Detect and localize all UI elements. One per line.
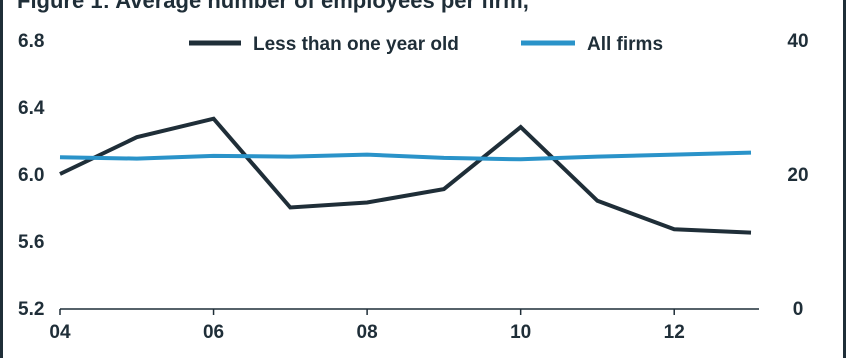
right-axis-tick-label: 40 — [787, 31, 808, 52]
left-axis-tick-label: 5.2 — [18, 299, 44, 320]
left-axis-tick-label: 6.4 — [18, 98, 45, 119]
x-tick-label: 06 — [203, 322, 224, 343]
right-axis-tick-label: 20 — [787, 165, 808, 186]
left-axis-tick-label: 6.0 — [18, 165, 44, 186]
x-tick-label: 04 — [49, 322, 71, 343]
chart-title: Figure 1: Average number of employees pe… — [17, 0, 529, 13]
x-tick-label: 12 — [664, 322, 685, 343]
left-axis-tick-label: 6.8 — [18, 31, 44, 52]
series-line-all-firms — [59, 150, 752, 162]
legend-label: All firms — [587, 34, 663, 55]
legend-label: Less than one year old — [253, 34, 459, 55]
left-axis-tick-label: 5.6 — [18, 232, 44, 253]
series-line-less-than-one-year-old — [59, 116, 752, 235]
x-tick-label: 10 — [510, 322, 531, 343]
line-chart: Figure 1: Average number of employees pe… — [17, 0, 809, 343]
x-tick-label: 08 — [357, 322, 378, 343]
right-axis-tick-label: 0 — [793, 299, 804, 320]
